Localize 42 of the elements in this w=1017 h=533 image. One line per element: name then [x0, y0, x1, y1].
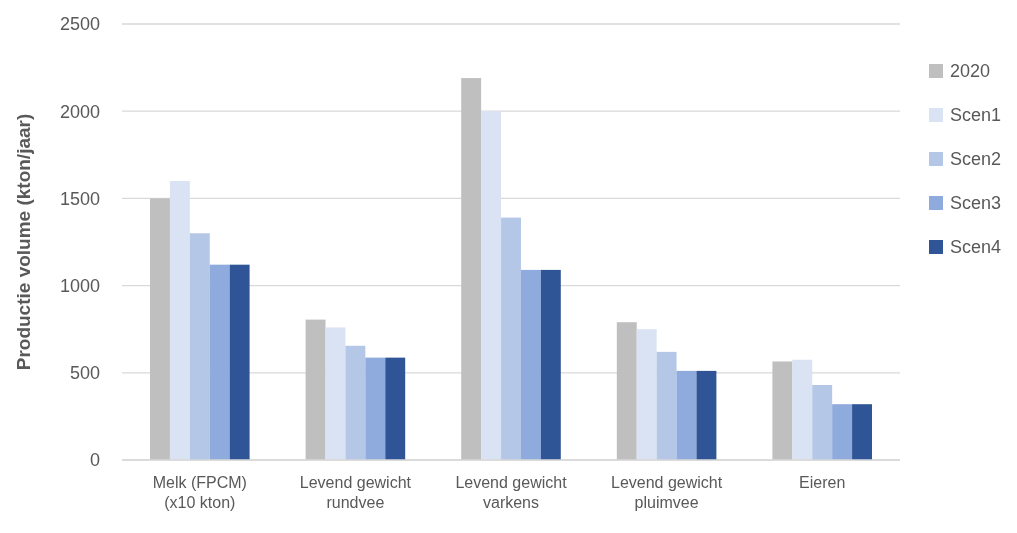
x-tick-label: Eieren: [799, 474, 846, 491]
legend-label: Scen4: [950, 237, 1002, 258]
bar: [481, 111, 502, 460]
bar: [616, 322, 637, 460]
bar: [325, 327, 346, 460]
x-tick-label: Levend gewicht rundvee: [299, 474, 412, 511]
bar: [852, 404, 872, 460]
bar: [696, 370, 717, 460]
bar: [540, 269, 561, 460]
y-tick-label: 2000: [59, 101, 100, 122]
y-tick-label: 1000: [59, 275, 100, 296]
bar: [305, 319, 326, 460]
x-tick-label: Levend gewicht varkens: [455, 474, 568, 511]
legend-label: Scen1: [950, 105, 1002, 126]
bar: [792, 359, 813, 460]
bar: [189, 233, 210, 460]
legend-label: Scen3: [950, 193, 1002, 214]
bar: [520, 269, 541, 460]
y-tick-label: 0: [89, 450, 100, 471]
bar: [636, 329, 657, 460]
legend-label: Scen2: [950, 149, 1002, 170]
bar: [461, 78, 482, 460]
bar: [365, 357, 386, 460]
bar: [676, 370, 697, 460]
bar: [229, 264, 250, 460]
bar: [501, 217, 521, 460]
bar: [150, 198, 170, 460]
bar: [832, 404, 853, 460]
y-tick-label: 1500: [59, 188, 100, 209]
bar: [345, 345, 366, 460]
y-axis-title: Productie volume (kton/jaar): [13, 113, 34, 371]
bar: [169, 180, 190, 460]
y-tick-label: 2500: [59, 14, 100, 35]
legend-label: 2020: [950, 61, 991, 82]
bar: [812, 385, 833, 460]
bar: [656, 351, 677, 460]
x-tick-label: Melk (FPCM) (x10 kton): [152, 474, 247, 511]
x-tick-label: Levend gewicht pluimvee: [611, 474, 723, 511]
bar: [772, 361, 793, 460]
bar: [385, 357, 406, 460]
y-tick-label: 500: [69, 363, 100, 384]
bar: [209, 264, 230, 460]
